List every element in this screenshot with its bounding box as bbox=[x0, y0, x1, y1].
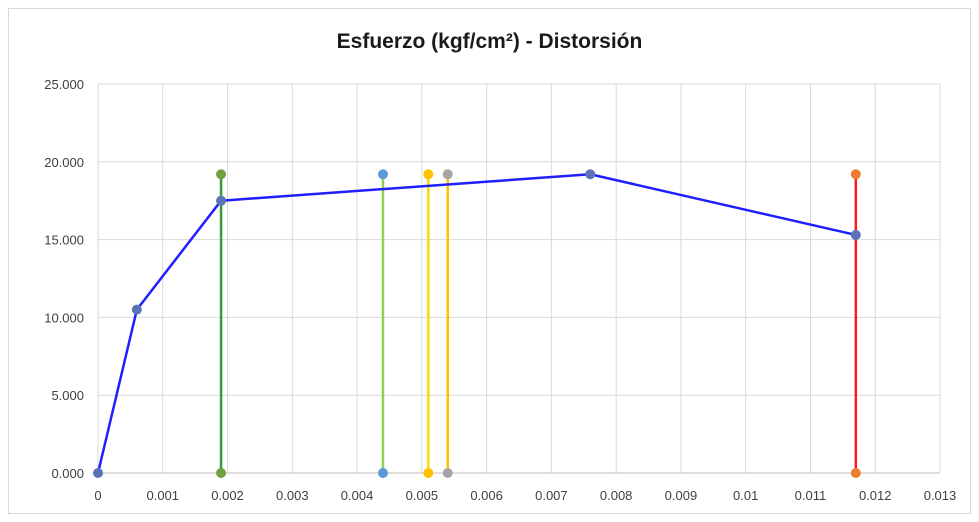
x-tick-label: 0.004 bbox=[341, 488, 374, 503]
x-tick-label: 0.013 bbox=[924, 488, 957, 503]
series-group bbox=[93, 169, 861, 478]
data-point bbox=[423, 468, 434, 478]
data-point bbox=[850, 468, 861, 478]
data-point bbox=[131, 304, 142, 315]
tick-labels: 0 0.001 0.002 0.003 0.004 0.005 0.006 0.007 0.00… bbox=[44, 77, 956, 503]
x-tick-label: 0.007 bbox=[535, 488, 568, 503]
x-tick-label: 0.01 bbox=[733, 488, 758, 503]
data-point bbox=[850, 169, 861, 180]
y-tick-label: 15.000 bbox=[44, 233, 84, 248]
axes bbox=[97, 84, 940, 474]
y-tick-label: 10.000 bbox=[44, 310, 84, 325]
data-point bbox=[585, 169, 596, 180]
x-tick-label: 0.011 bbox=[795, 488, 827, 503]
y-tick-label: 5.000 bbox=[51, 388, 84, 403]
y-tick-label: 0.000 bbox=[51, 466, 84, 481]
x-tick-label: 0.001 bbox=[146, 488, 179, 503]
x-tick-label: 0.003 bbox=[276, 488, 309, 503]
data-point bbox=[442, 169, 453, 180]
series-line bbox=[96, 172, 857, 474]
data-point bbox=[93, 468, 103, 478]
x-tick-label: 0.012 bbox=[859, 488, 892, 503]
x-tick-label: 0.002 bbox=[211, 488, 244, 503]
data-point bbox=[423, 169, 434, 180]
data-point bbox=[442, 468, 453, 478]
data-point bbox=[377, 468, 388, 478]
data-point bbox=[216, 468, 227, 478]
chart-title: Esfuerzo (kgf/cm²) - Distorsión bbox=[336, 30, 643, 53]
data-point bbox=[216, 195, 227, 206]
grid bbox=[98, 83, 941, 473]
x-tick-label: 0.006 bbox=[470, 488, 503, 503]
data-point bbox=[850, 229, 861, 240]
x-tick-label: 0.009 bbox=[665, 488, 698, 503]
data-point bbox=[216, 169, 227, 180]
data-point bbox=[377, 169, 388, 180]
y-tick-label: 25.000 bbox=[44, 77, 84, 92]
x-tick-label: 0.008 bbox=[600, 488, 633, 503]
x-tick-label: 0.005 bbox=[406, 488, 439, 503]
x-tick-label: 0 bbox=[94, 488, 101, 503]
y-tick-label: 20.000 bbox=[44, 155, 84, 170]
